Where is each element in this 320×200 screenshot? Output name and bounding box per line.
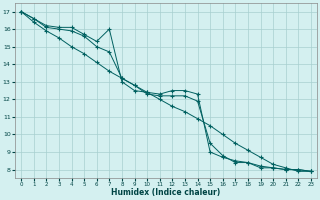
- X-axis label: Humidex (Indice chaleur): Humidex (Indice chaleur): [111, 188, 221, 197]
